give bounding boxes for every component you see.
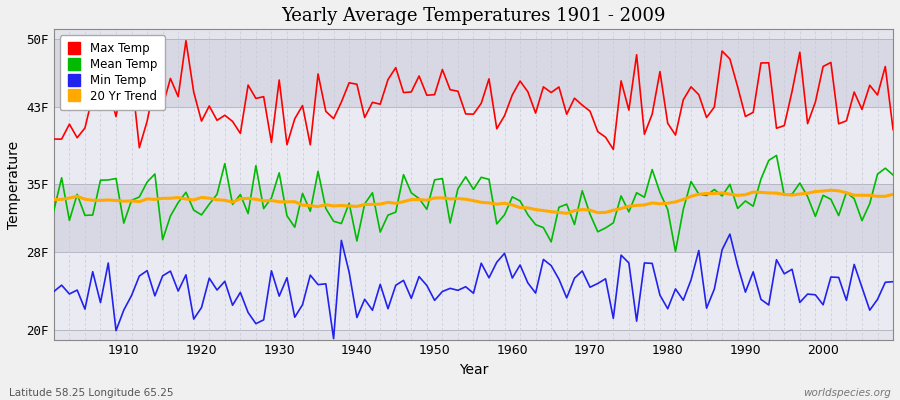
20 Yr Trend bbox=[608, 208, 618, 213]
20 Yr Trend bbox=[887, 192, 898, 197]
Min Temp bbox=[336, 238, 346, 243]
Max Temp bbox=[887, 127, 898, 132]
Mean Temp bbox=[111, 176, 122, 181]
Min Temp bbox=[887, 279, 898, 284]
Line: 20 Yr Trend: 20 Yr Trend bbox=[54, 190, 893, 213]
Max Temp bbox=[515, 79, 526, 84]
20 Yr Trend bbox=[328, 204, 339, 208]
20 Yr Trend bbox=[825, 188, 836, 192]
Bar bbox=[54, 39, 893, 107]
Min Temp bbox=[328, 336, 339, 341]
Mean Temp bbox=[887, 172, 898, 177]
20 Yr Trend bbox=[562, 211, 572, 216]
Min Temp bbox=[724, 232, 735, 236]
20 Yr Trend bbox=[282, 199, 292, 204]
20 Yr Trend bbox=[507, 202, 517, 207]
Max Temp bbox=[111, 114, 122, 119]
Y-axis label: Temperature: Temperature bbox=[7, 140, 21, 228]
Min Temp bbox=[282, 275, 292, 280]
Bar bbox=[54, 184, 893, 252]
20 Yr Trend bbox=[500, 201, 510, 206]
Text: worldspecies.org: worldspecies.org bbox=[803, 388, 891, 398]
Min Temp bbox=[507, 276, 517, 280]
Max Temp bbox=[616, 78, 626, 83]
Min Temp bbox=[515, 262, 526, 267]
Text: Latitude 58.25 Longitude 65.25: Latitude 58.25 Longitude 65.25 bbox=[9, 388, 174, 398]
Bar bbox=[54, 252, 893, 330]
Mean Temp bbox=[49, 208, 59, 213]
X-axis label: Year: Year bbox=[459, 363, 488, 377]
Mean Temp bbox=[328, 219, 339, 224]
Mean Temp bbox=[600, 226, 611, 230]
Mean Temp bbox=[507, 194, 517, 199]
Line: Min Temp: Min Temp bbox=[54, 234, 893, 338]
Min Temp bbox=[608, 316, 618, 321]
Legend: Max Temp, Mean Temp, Min Temp, 20 Yr Trend: Max Temp, Mean Temp, Min Temp, 20 Yr Tre… bbox=[59, 35, 165, 110]
Min Temp bbox=[49, 289, 59, 294]
Bar bbox=[54, 107, 893, 184]
Min Temp bbox=[111, 328, 122, 333]
Line: Max Temp: Max Temp bbox=[54, 41, 893, 150]
20 Yr Trend bbox=[49, 197, 59, 202]
Max Temp bbox=[289, 116, 300, 121]
Title: Yearly Average Temperatures 1901 - 2009: Yearly Average Temperatures 1901 - 2009 bbox=[281, 7, 666, 25]
Mean Temp bbox=[771, 153, 782, 158]
Mean Temp bbox=[670, 249, 681, 254]
Max Temp bbox=[507, 92, 517, 97]
20 Yr Trend bbox=[111, 198, 122, 203]
Max Temp bbox=[49, 137, 59, 142]
Mean Temp bbox=[282, 213, 292, 218]
Max Temp bbox=[608, 147, 618, 152]
Max Temp bbox=[181, 38, 192, 43]
Max Temp bbox=[336, 100, 346, 104]
Mean Temp bbox=[500, 212, 510, 217]
Line: Mean Temp: Mean Temp bbox=[54, 156, 893, 252]
